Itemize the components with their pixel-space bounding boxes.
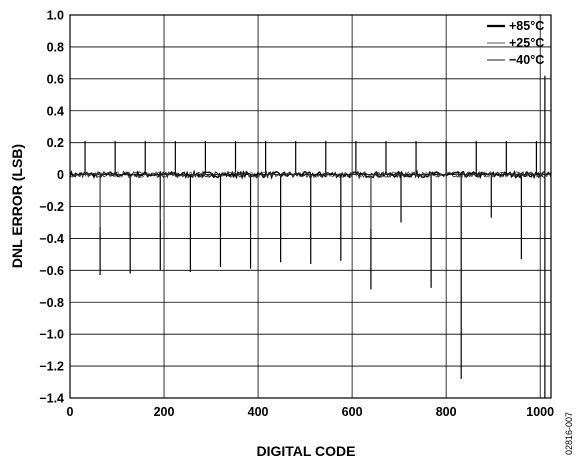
- y-tick-label: −1.4: [39, 392, 64, 406]
- legend-label: +25°C: [509, 36, 544, 50]
- x-tick-label: 0: [67, 405, 74, 419]
- data-traces: [69, 75, 552, 398]
- figure-id: 02816-007: [564, 412, 574, 455]
- x-axis-label: DIGITAL CODE: [256, 443, 355, 459]
- x-tick-label: 800: [436, 405, 457, 419]
- series-3: [69, 170, 552, 271]
- y-tick-label: 0.6: [47, 72, 64, 86]
- series-1: [69, 75, 552, 398]
- y-tick-label: 0.2: [47, 136, 64, 150]
- baseline-trace: [69, 169, 552, 180]
- y-axis-label: DNL ERROR (LSB): [9, 144, 25, 268]
- y-tick-label: −0.2: [39, 200, 64, 214]
- legend: +85°C +25°C −40°C: [487, 19, 544, 67]
- y-tick-label: −0.8: [39, 296, 64, 310]
- y-tick-label: 0.8: [47, 40, 64, 54]
- y-tick-label: 1.0: [47, 9, 64, 23]
- y-tick-label: 0.4: [47, 104, 64, 118]
- y-tick-label: 0: [57, 168, 64, 182]
- plot-frame: [69, 14, 552, 399]
- y-tick-labels: 1.0 0.8 0.6 0.4 0.2 0 −0.2 −0.4 −0.6 −0.8 −1.0 −1.2…: [39, 9, 64, 406]
- x-tick-label: 600: [342, 405, 363, 419]
- y-tick-label: −0.6: [39, 264, 64, 278]
- legend-label: +85°C: [509, 19, 544, 33]
- y-tick-label: −0.4: [39, 232, 64, 246]
- x-tick-labels: 0 200 400 600 800 1000: [67, 405, 555, 419]
- y-tick-label: −1.2: [39, 360, 64, 374]
- x-tick-label: 1000: [526, 405, 554, 419]
- baseline-trace: [69, 170, 552, 179]
- x-tick-label: 200: [154, 405, 175, 419]
- y-tick-label: −1.0: [39, 328, 64, 342]
- legend-label: −40°C: [509, 53, 544, 67]
- x-tick-label: 400: [248, 405, 269, 419]
